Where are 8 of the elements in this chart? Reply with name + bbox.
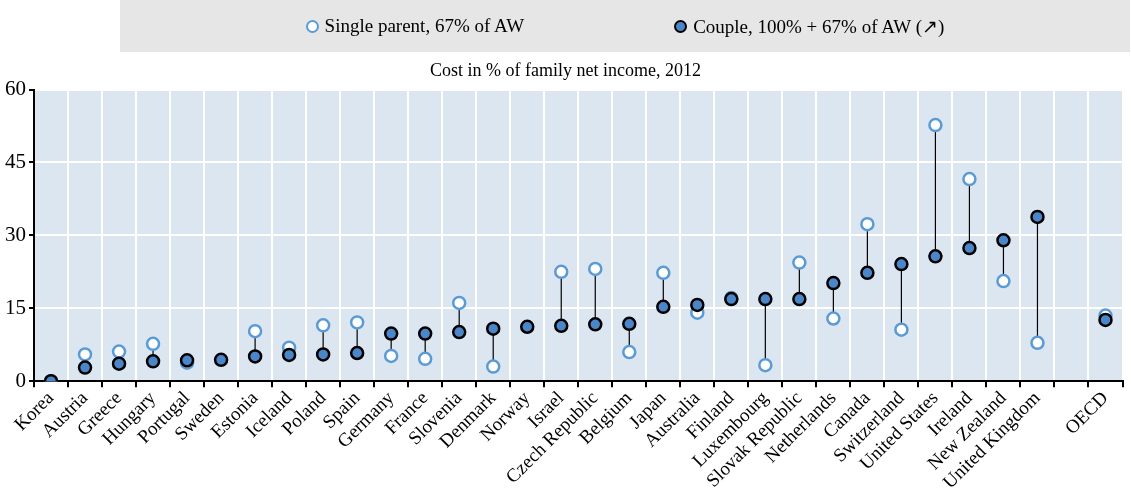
y-tick-label: 45 (5, 149, 26, 174)
y-tick-label: 0 (15, 367, 26, 392)
y-tick-label: 15 (5, 294, 26, 319)
y-tick-label: 30 (5, 221, 26, 246)
chart-title: Cost in % of family net income, 2012 (430, 59, 701, 80)
legend-label: Couple, 100% + 67% of AW (↗) (693, 14, 945, 38)
y-tick-label: 60 (5, 76, 26, 101)
legend-label: Single parent, 67% of AW (324, 15, 525, 37)
